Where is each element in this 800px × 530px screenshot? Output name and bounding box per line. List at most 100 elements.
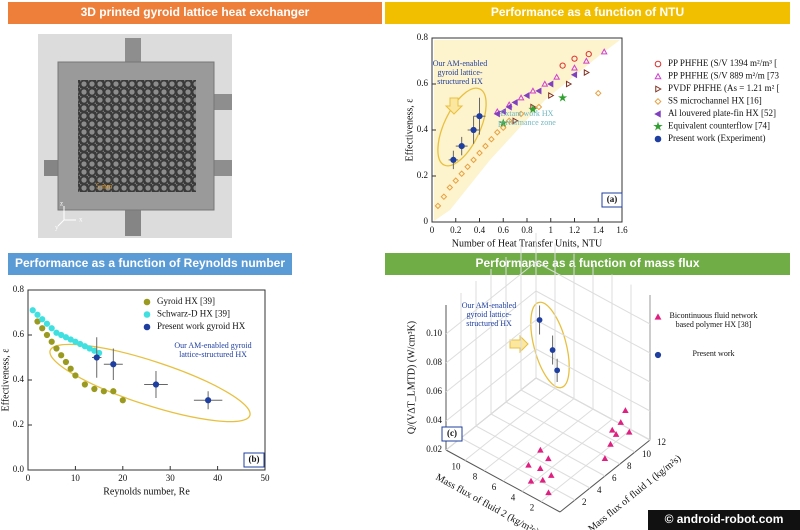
x-tick-label: 30	[166, 473, 176, 483]
z-tick-label: 0.10	[426, 328, 442, 338]
marker	[609, 426, 616, 433]
marker	[205, 397, 212, 404]
panel-header	[385, 2, 790, 24]
y-tick-label: 0.8	[13, 284, 25, 294]
legend-label-box: Bicontinuous fluid network based polymer…	[669, 312, 758, 329]
panel-label-box	[441, 426, 463, 442]
annotation: Our AM-enabled gyroid lattice-structured…	[432, 60, 488, 86]
legend-marker	[143, 311, 151, 318]
marker	[458, 170, 465, 178]
legend-marker	[654, 97, 662, 106]
marker	[488, 135, 495, 143]
marker	[72, 372, 79, 379]
annotation-box: Extant work HX performance zone	[498, 110, 556, 127]
x-tick-label: 0	[26, 473, 31, 483]
x-tick-label: 20	[118, 473, 128, 483]
grid-line	[535, 319, 651, 383]
marker	[62, 334, 70, 341]
marker	[67, 365, 74, 372]
legend-label: Present work gyroid HX	[157, 321, 246, 331]
grid-line	[535, 290, 651, 354]
panel-header	[385, 253, 790, 275]
marker	[39, 325, 46, 332]
marker	[499, 108, 506, 116]
annotation: Extant work HX performance zone	[498, 110, 556, 127]
x-tick-label: 10	[452, 461, 462, 471]
marker	[450, 156, 457, 163]
scale-label: 5 mm	[96, 183, 113, 191]
marker	[81, 381, 88, 388]
marker	[601, 455, 609, 462]
x-axis-label: Number of Heat Transfer Units, NTU	[452, 238, 603, 249]
marker	[434, 202, 442, 210]
legend-label: Bicontinuous fluid network based polymer…	[669, 312, 758, 329]
marker	[452, 177, 460, 184]
marker	[77, 340, 84, 348]
marker	[100, 388, 107, 395]
x-tick-label: 0.4	[474, 225, 486, 235]
marker	[39, 316, 46, 323]
panel-header	[8, 2, 382, 24]
x-tick-label: 0.6	[498, 225, 510, 235]
marker	[626, 428, 633, 435]
annotation-box: Our AM-enabled gyroid lattice-structured…	[174, 342, 251, 359]
marker	[34, 318, 41, 325]
grid-line	[535, 348, 651, 412]
panel-label-box	[601, 192, 623, 208]
marker	[43, 320, 51, 327]
z-tick-label: 0.04	[426, 415, 442, 425]
marker	[539, 476, 546, 483]
x-tick-label: 8	[473, 472, 478, 482]
panel-label: (b)	[249, 454, 260, 464]
marker	[152, 381, 160, 388]
y-tick-label: 0.2	[417, 170, 428, 180]
marker	[537, 446, 544, 453]
legend-label: Present work (Experiment)	[668, 133, 765, 143]
annotation: Our AM-enabled gyroid lattice-structured…	[461, 302, 517, 328]
marker	[81, 343, 88, 350]
marker	[440, 193, 448, 201]
legend-marker	[654, 60, 662, 68]
marker	[549, 347, 556, 353]
marker	[548, 92, 555, 99]
y-tick-label: 10	[642, 449, 652, 459]
marker	[91, 385, 98, 393]
marker	[548, 472, 555, 478]
marker	[482, 142, 489, 150]
y-axis-label: Effectiveness, ε	[0, 349, 11, 412]
panel-header	[8, 253, 292, 275]
legend-marker	[654, 72, 662, 80]
marker	[536, 317, 543, 323]
marker	[537, 465, 544, 472]
legend-marker	[654, 135, 662, 143]
y-tick-label: 0.8	[417, 32, 429, 42]
marker	[553, 73, 561, 80]
marker	[529, 87, 537, 94]
x-axis-label: Mass flux of fluid 2 (kg/m²s)	[434, 472, 541, 530]
marker	[72, 338, 79, 345]
marker	[571, 64, 578, 71]
panel-label-box	[243, 452, 265, 468]
marker	[600, 48, 608, 55]
marker	[119, 397, 126, 404]
grid-line	[535, 377, 651, 441]
legend-label: Present work	[692, 350, 735, 358]
arrow	[509, 334, 529, 354]
x-tick-label: 10	[71, 473, 81, 483]
marker	[571, 55, 578, 62]
marker	[53, 329, 60, 336]
performance-zone	[434, 40, 620, 221]
marker	[110, 388, 117, 395]
y-axis-label: Effectiveness, ε	[404, 99, 415, 162]
legend-label-box: Present work	[692, 350, 735, 358]
marker	[458, 143, 465, 150]
x-tick-label: 0	[430, 225, 435, 235]
x-axis-label: Reynolds number, Re	[103, 486, 190, 497]
annotation-box: Our AM-enabled gyroid lattice-structured…	[432, 60, 488, 86]
marker	[512, 117, 519, 125]
legend-marker	[655, 85, 662, 93]
marker	[570, 71, 578, 79]
axis-letter: y	[55, 224, 59, 232]
y-tick-label: 0.4	[13, 374, 25, 384]
marker	[34, 311, 41, 318]
